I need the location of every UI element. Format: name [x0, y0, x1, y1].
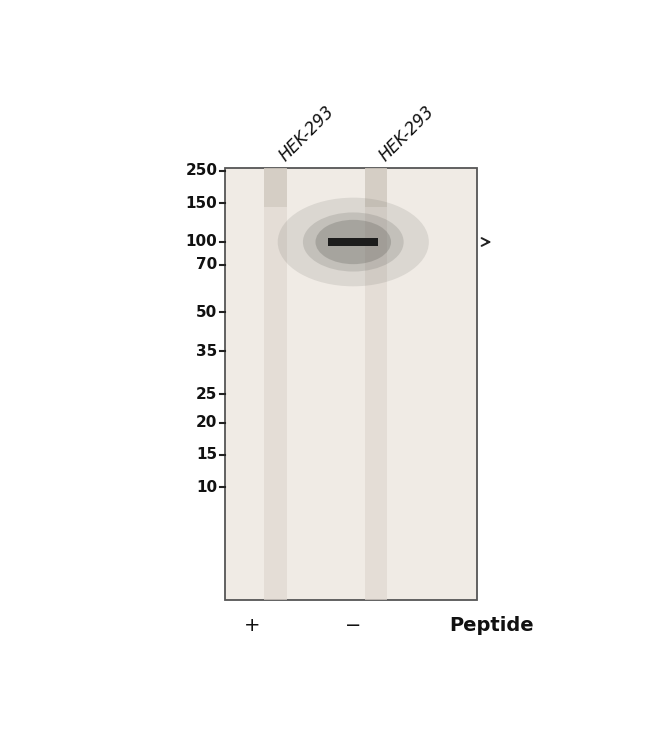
Bar: [264, 168, 287, 207]
Text: 50: 50: [196, 305, 217, 320]
Bar: [365, 168, 387, 600]
Bar: [225, 168, 476, 600]
Text: HEK-293: HEK-293: [275, 103, 337, 165]
Bar: [328, 238, 378, 246]
Text: 15: 15: [196, 447, 217, 462]
Text: Peptide: Peptide: [449, 616, 534, 635]
Bar: [365, 168, 387, 207]
Ellipse shape: [303, 213, 404, 272]
Text: 20: 20: [196, 415, 217, 430]
Text: HEK-293: HEK-293: [376, 103, 438, 165]
Text: +: +: [244, 616, 261, 635]
Text: 100: 100: [185, 235, 217, 249]
Text: 10: 10: [196, 480, 217, 495]
Text: 70: 70: [196, 258, 217, 272]
Text: 250: 250: [185, 163, 217, 179]
Ellipse shape: [278, 198, 429, 286]
Text: −: −: [345, 616, 361, 635]
Text: 150: 150: [185, 196, 217, 211]
Text: 35: 35: [196, 344, 217, 359]
Text: 25: 25: [196, 387, 217, 401]
Bar: [264, 168, 287, 600]
Ellipse shape: [315, 220, 391, 264]
